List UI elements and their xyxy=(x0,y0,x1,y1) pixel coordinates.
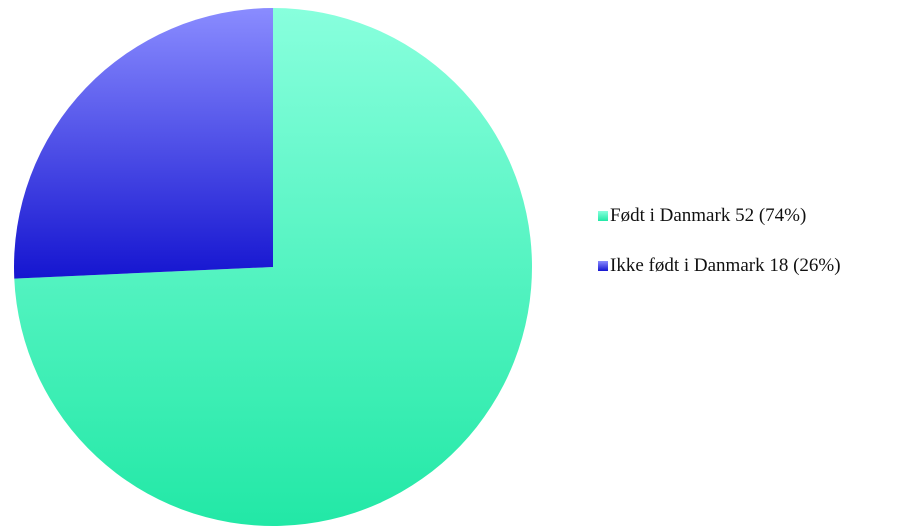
pie-slice-not-born-in-denmark xyxy=(13,8,273,279)
chart-legend: Født i Danmark 52 (74%) Ikke født i Danm… xyxy=(598,204,888,304)
legend-swatch-born-in-denmark xyxy=(598,211,608,221)
pie-slices xyxy=(13,8,532,527)
legend-item-born-in-denmark: Født i Danmark 52 (74%) xyxy=(598,204,888,228)
legend-swatch-not-born-in-denmark xyxy=(598,261,608,271)
legend-item-not-born-in-denmark: Ikke født i Danmark 18 (26%) xyxy=(598,254,888,278)
pie-slice-born-in-denmark xyxy=(14,8,532,527)
legend-label-not-born-in-denmark: Ikke født i Danmark 18 (26%) xyxy=(610,255,841,276)
legend-label-born-in-denmark: Født i Danmark 52 (74%) xyxy=(610,205,807,226)
